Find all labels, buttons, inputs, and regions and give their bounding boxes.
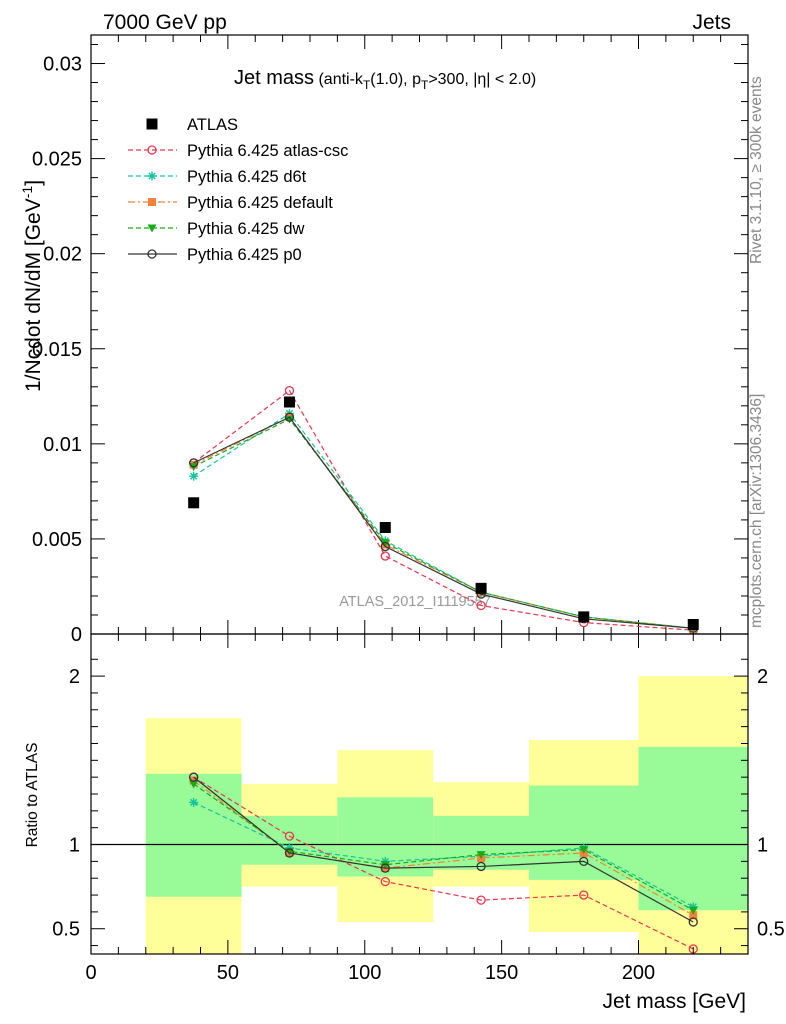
y-tick-label: 0.01 bbox=[43, 434, 82, 456]
mcplots-label: mcplots.cern.ch [arXiv:1306.3436] bbox=[748, 394, 765, 628]
ratio-y-tick-label: 2 bbox=[69, 666, 80, 688]
y-tick-label: 0.005 bbox=[32, 529, 82, 551]
legend-marker bbox=[146, 118, 158, 130]
header-left: 7000 GeV pp bbox=[103, 11, 227, 34]
ratio-point bbox=[380, 861, 390, 870]
series-atlas bbox=[188, 396, 699, 630]
main-data bbox=[188, 385, 699, 634]
ratio-point bbox=[579, 890, 589, 900]
series-line bbox=[193, 418, 694, 629]
legend-marker bbox=[147, 145, 157, 155]
ratio-point bbox=[476, 851, 486, 860]
data-point bbox=[380, 551, 390, 561]
y-tick-label: 0.025 bbox=[32, 149, 82, 171]
ratio-point bbox=[189, 797, 199, 807]
legend-entry-pythia-6-425-atlas-csc: Pythia 6.425 atlas-csc bbox=[128, 142, 348, 160]
data-point bbox=[380, 539, 390, 548]
ratio-point bbox=[579, 856, 589, 867]
legend-label: Pythia 6.425 atlas-csc bbox=[187, 142, 348, 160]
data-point bbox=[284, 385, 295, 396]
legend-label: Pythia 6.425 d6t bbox=[187, 168, 307, 186]
legend-marker bbox=[147, 171, 157, 181]
series-line bbox=[193, 416, 694, 629]
ratio-y-axis-label: Ratio to ATLAS bbox=[24, 743, 41, 848]
header-right: Jets bbox=[692, 11, 731, 34]
ratio-point bbox=[189, 772, 199, 782]
legend-marker bbox=[148, 198, 156, 206]
main-panel: 0 0.005 0.01 0.015 0.02 0.025 0.03 ATLAS_2012_I… bbox=[19, 34, 749, 646]
legend-label: ATLAS bbox=[187, 116, 238, 134]
ratio-point bbox=[284, 848, 295, 858]
x-tick-label: 100 bbox=[348, 962, 381, 984]
ratio-y-tick-label: 0.5 bbox=[52, 919, 80, 941]
data-point bbox=[578, 611, 590, 623]
chart-title: Jet mass (anti-kT(1.0), pT>300, |η| < 2.… bbox=[234, 67, 536, 92]
y-axis-label: 1/Ncdot dN/dM [GeV-1] bbox=[19, 180, 45, 392]
ratio-data bbox=[189, 772, 698, 954]
legend-entry-pythia-6-425-p0: Pythia 6.425 p0 bbox=[128, 246, 302, 264]
data-point bbox=[380, 541, 390, 552]
data-point bbox=[283, 396, 295, 408]
legend-label: Pythia 6.425 p0 bbox=[187, 246, 302, 264]
ratio-series-pythia-6-425-p0 bbox=[189, 772, 698, 927]
x-tick-label: 150 bbox=[485, 962, 518, 984]
ratio-point bbox=[380, 876, 390, 887]
y-tick-label: 0.03 bbox=[43, 54, 82, 76]
data-point bbox=[379, 522, 391, 534]
ratio-point bbox=[579, 846, 589, 855]
ratio-line bbox=[193, 776, 694, 923]
legend-label: Pythia 6.425 dw bbox=[187, 220, 304, 238]
legend-entry-pythia-6-425-default: Pythia 6.425 default bbox=[128, 194, 333, 212]
data-point bbox=[189, 471, 199, 481]
legend-entry-pythia-6-425-d6t: Pythia 6.425 d6t bbox=[128, 168, 307, 186]
ratio-line bbox=[193, 776, 694, 950]
ratio-point bbox=[688, 906, 698, 915]
ratio-point bbox=[689, 911, 698, 920]
data-point bbox=[475, 582, 487, 594]
legend-entry-atlas: ATLAS bbox=[146, 116, 238, 134]
legend-label: Pythia 6.425 default bbox=[187, 194, 333, 212]
legend-marker bbox=[147, 249, 157, 259]
ratio-point bbox=[189, 780, 199, 789]
band-green bbox=[145, 773, 242, 897]
x-tick-label: 200 bbox=[622, 962, 655, 984]
legend-entry-pythia-6-425-dw: Pythia 6.425 dw bbox=[128, 220, 304, 238]
y-tick-label: 0.015 bbox=[32, 339, 82, 361]
ratio-point bbox=[284, 831, 295, 841]
ratio-y-tick-label: 1 bbox=[69, 835, 80, 857]
data-point bbox=[189, 458, 199, 468]
ratio-panel: 0.5 0.5 1 1 2 2 0 50 100 150 200 Ratio to ATLAS Jet … bbox=[24, 633, 785, 1013]
uncertainty-bands bbox=[145, 676, 748, 954]
band-green bbox=[638, 746, 748, 911]
ratio-y-tick-label-right: 2 bbox=[757, 666, 768, 688]
data-point bbox=[188, 497, 200, 509]
ratio-point bbox=[688, 917, 698, 927]
x-axis-label: Jet mass [GeV] bbox=[602, 990, 746, 1013]
analysis-watermark: ATLAS_2012_I1119557 bbox=[339, 594, 491, 610]
legend: ATLAS Pythia 6.425 atlas-csc Pythia 6.425 … bbox=[128, 116, 348, 264]
series-line bbox=[193, 389, 694, 631]
x-tick-label: 0 bbox=[85, 962, 96, 984]
data-point bbox=[284, 415, 294, 424]
ratio-point bbox=[476, 861, 486, 872]
data-point bbox=[687, 618, 699, 630]
x-tick-label: 50 bbox=[217, 962, 239, 984]
rivet-label: Rivet 3.1.10, ≥ 300k events bbox=[748, 76, 765, 264]
ratio-y-tick-label-right: 0.5 bbox=[757, 919, 785, 941]
legend-marker bbox=[147, 224, 157, 233]
series-line bbox=[193, 416, 694, 629]
data-point bbox=[476, 600, 486, 611]
y-tick-label: 0.02 bbox=[43, 244, 82, 266]
data-point bbox=[284, 412, 295, 422]
ratio-y-tick-label-right: 1 bbox=[757, 835, 768, 857]
ratio-point bbox=[476, 895, 486, 905]
ratio-point bbox=[380, 863, 390, 873]
y-tick-label: 0 bbox=[71, 624, 82, 646]
band-green bbox=[529, 785, 639, 880]
